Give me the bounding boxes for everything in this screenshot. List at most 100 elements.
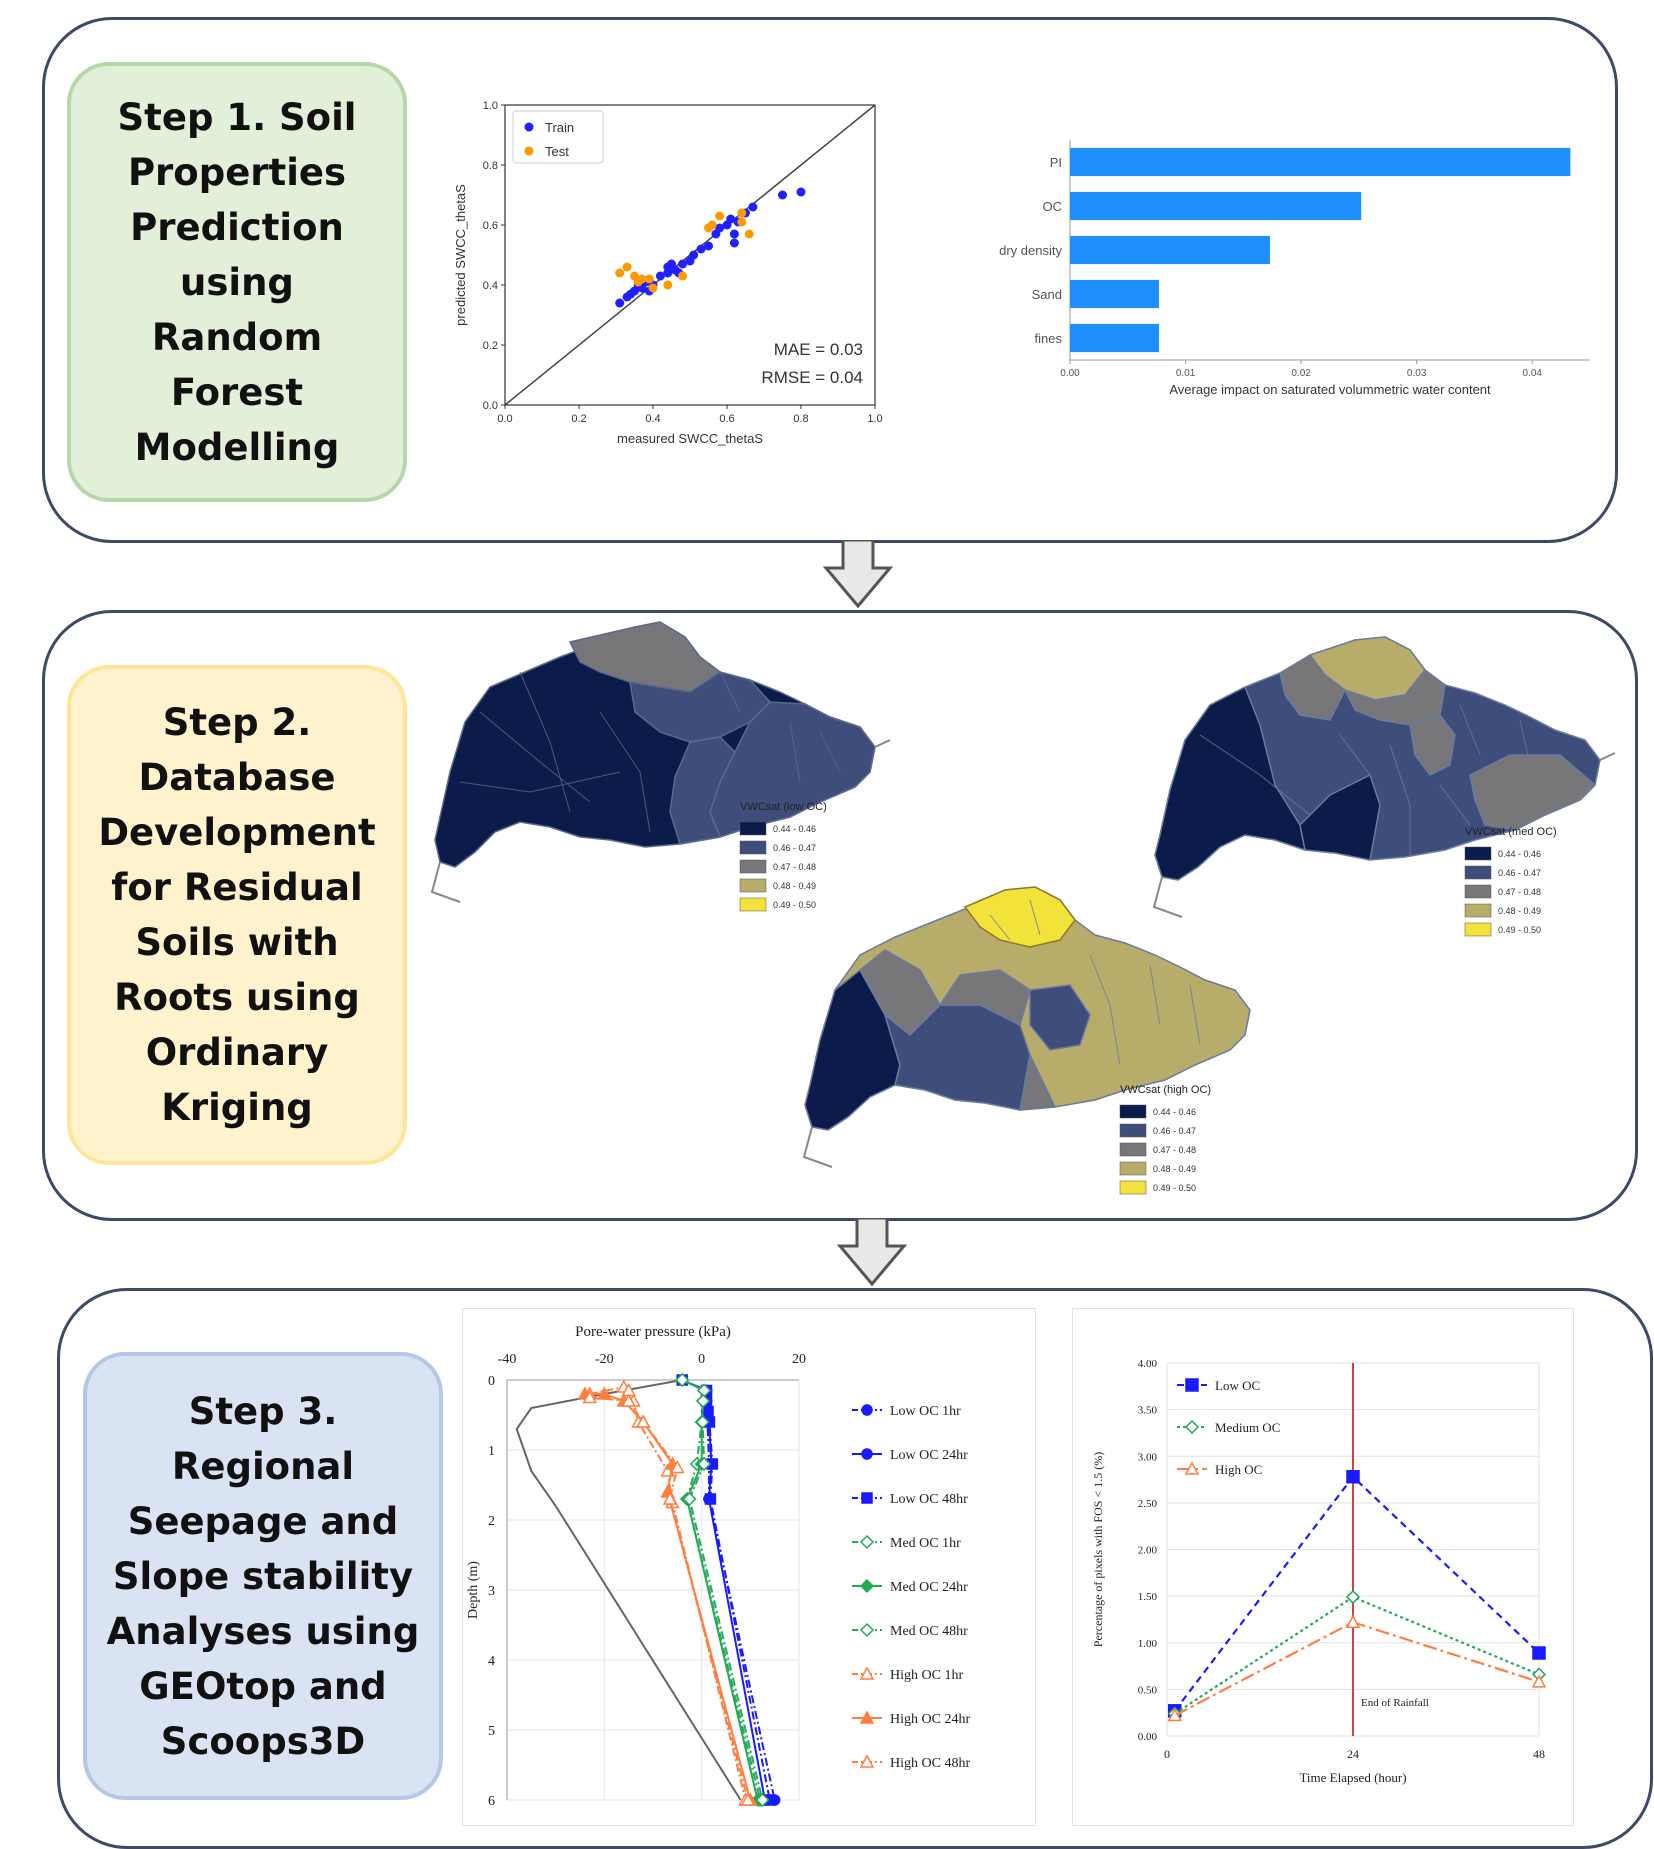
train-point <box>726 214 736 224</box>
legend-label: Med OC 24hr <box>890 1580 968 1595</box>
x-tick-label: 0.8 <box>793 413 808 425</box>
step1-label: Step 1. Soil Properties Prediction using… <box>117 95 357 469</box>
y-tick-label: 1.0 <box>483 100 498 112</box>
map1-legend-title: VWCsat (low OC) <box>740 801 827 813</box>
legend-swatch <box>739 897 767 912</box>
step3-label: Step 3. Regional Seepage and Slope stabi… <box>106 1389 420 1763</box>
legend-class-label: 0.47 - 0.48 <box>773 862 816 872</box>
y-tick-label: 4 <box>488 1654 495 1669</box>
legend-label: Low OC <box>1215 1378 1260 1393</box>
legend-label: Train <box>545 120 574 135</box>
down-arrow-icon <box>836 1218 908 1287</box>
data-marker <box>675 1372 690 1388</box>
data-marker <box>1345 1614 1361 1628</box>
legend-label: Test <box>545 144 569 159</box>
test-point <box>737 208 747 218</box>
test-point <box>633 277 643 287</box>
legend-swatch <box>1464 922 1492 937</box>
legend-marker <box>859 1710 875 1724</box>
data-marker <box>696 1393 711 1409</box>
legend-label: High OC 48hr <box>890 1756 970 1771</box>
legend-label: High OC 1hr <box>890 1668 963 1683</box>
pwp-chart-frame <box>462 1308 1036 1826</box>
data-marker <box>597 1386 612 1400</box>
data-marker <box>636 1414 651 1428</box>
legend-swatch <box>739 821 767 836</box>
legend-swatch <box>1464 846 1492 861</box>
metric-annotation: RMSE = 0.04 <box>761 368 863 387</box>
train-point <box>704 241 713 251</box>
chart-title: Pore-water pressure (kPa) <box>575 1324 731 1340</box>
x-tick-label: 0.0 <box>497 413 512 425</box>
x-tick-label: 0.4 <box>645 413 660 425</box>
step1-box: Step 1. Soil Properties Prediction using… <box>67 62 407 502</box>
series-line <box>1174 1621 1540 1717</box>
y-tick-label: 1.50 <box>1138 1591 1158 1603</box>
x-tick-label: 0.00 <box>1060 368 1080 379</box>
data-marker <box>695 1414 710 1430</box>
data-marker <box>740 1792 756 1806</box>
legend-class-label: 0.44 - 0.46 <box>1153 1107 1196 1117</box>
test-point <box>663 280 673 290</box>
legend-marker <box>524 122 534 132</box>
x-tick-label: 0.01 <box>1176 368 1196 379</box>
series-line <box>589 1396 749 1801</box>
category-label: OC <box>1043 199 1063 214</box>
y-tick-label: 0.4 <box>483 280 498 292</box>
test-point <box>644 274 654 284</box>
legend-label: High OC 24hr <box>890 1712 970 1727</box>
x-axis-label: Time Elapsed (hour) <box>1299 1770 1406 1785</box>
x-tick-label: 0.03 <box>1407 368 1427 379</box>
importance-bar <box>1070 147 1571 177</box>
data-marker <box>702 1405 714 1418</box>
step2-label: Step 2. Database Development for Residua… <box>98 701 376 1129</box>
x-tick-label: 0.6 <box>719 413 734 425</box>
data-marker <box>697 1456 712 1472</box>
end-of-rainfall-label: End of Rainfall <box>1361 1697 1429 1709</box>
train-point <box>796 187 806 197</box>
y-tick-label: 0 <box>488 1374 495 1389</box>
y-axis-label: Depth (m) <box>466 1561 481 1619</box>
y-tick-label: 2.00 <box>1138 1545 1158 1557</box>
y-tick-label: 0.2 <box>483 340 498 352</box>
legend-marker <box>1185 1378 1199 1392</box>
y-tick-label: 0.0 <box>483 400 498 412</box>
metric-annotation: MAE = 0.03 <box>774 340 863 359</box>
series-line <box>1174 1595 1540 1715</box>
y-tick-label: 0.00 <box>1138 1731 1158 1743</box>
legend-swatch <box>739 859 767 874</box>
category-label: Sand <box>1032 287 1062 302</box>
x-tick-label: 20 <box>792 1352 806 1367</box>
pore-water-pressure-chart: Pore-water pressure (kPa) -40 -20 0 20 0 1 2 3 4 5… <box>466 1324 970 1809</box>
legend-class-label: 0.44 - 0.46 <box>1498 849 1541 859</box>
y-tick-label: 0.6 <box>483 220 498 232</box>
legend-label: Medium OC <box>1215 1420 1280 1435</box>
legend-class-label: 0.46 - 0.47 <box>1153 1126 1196 1136</box>
legend-class-label: 0.48 - 0.49 <box>1498 906 1541 916</box>
y-axis-label: predicted SWCC_thetaS <box>453 184 468 326</box>
y-axis-label: Percentage of pixels with FOS < 1.5 (%) <box>1091 1452 1105 1647</box>
test-point <box>744 229 754 239</box>
legend-class-label: 0.48 - 0.49 <box>1153 1164 1196 1174</box>
category-label: fines <box>1035 331 1063 346</box>
legend-swatch <box>1119 1104 1147 1119</box>
data-marker <box>1346 1470 1360 1484</box>
train-point <box>678 259 688 269</box>
legend-class-label: 0.49 - 0.50 <box>1498 925 1541 935</box>
series-line <box>589 1385 747 1801</box>
test-point <box>715 211 725 221</box>
test-point <box>707 220 717 230</box>
legend-swatch <box>739 840 767 855</box>
y-tick-label: 2 <box>488 1514 495 1529</box>
x-tick-label: 1.0 <box>867 413 882 425</box>
legend-swatch <box>1119 1180 1147 1195</box>
y-tick-label: 1.00 <box>1138 1638 1158 1650</box>
data-marker <box>1345 1589 1361 1605</box>
step2-box: Step 2. Database Development for Residua… <box>67 665 407 1165</box>
legend-class-label: 0.44 - 0.46 <box>773 824 816 834</box>
data-marker <box>582 1389 597 1404</box>
category-label: PI <box>1050 155 1062 170</box>
legend-swatch <box>1464 865 1492 880</box>
vwcsat-map-med-oc: VWCsat (med OC) 0.44 - 0.460.46 - 0.470.… <box>1152 636 1616 937</box>
legend-label: Med OC 48hr <box>890 1624 968 1639</box>
